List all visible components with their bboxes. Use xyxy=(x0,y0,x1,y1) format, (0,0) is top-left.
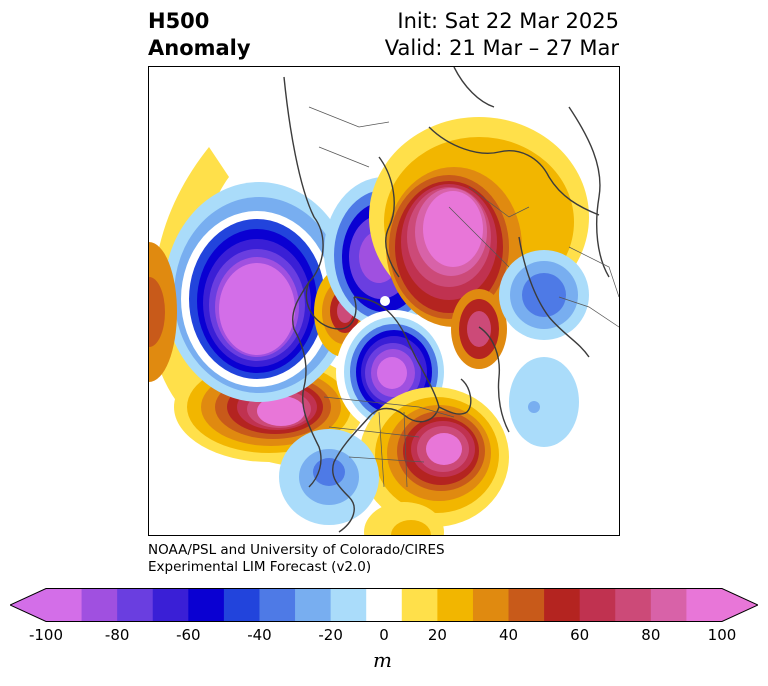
colorbar-swatch xyxy=(152,588,189,622)
colorbar-tick-label: -60 xyxy=(176,626,201,644)
colorbar-swatch xyxy=(366,588,403,622)
anomaly-contour xyxy=(467,311,491,347)
colorbar-extend-under xyxy=(10,588,46,622)
colorbar xyxy=(10,588,758,622)
colorbar-swatch xyxy=(188,588,225,622)
colorbar-swatch xyxy=(401,588,438,622)
valid-range: Valid: 21 Mar – 27 Mar xyxy=(384,36,619,60)
coastlines xyxy=(283,67,610,533)
colorbar-tick-label: 0 xyxy=(379,626,389,644)
anomaly-contour xyxy=(391,520,431,535)
anomaly-contour xyxy=(377,357,407,389)
colorbar-swatch xyxy=(686,588,723,622)
colorbar-tick-label: -40 xyxy=(247,626,272,644)
colorbar-swatch xyxy=(46,588,83,622)
political-borders xyxy=(308,106,619,488)
colorbar-swatch xyxy=(117,588,154,622)
colorbar-extend-over xyxy=(722,588,758,622)
colorbar-swatch xyxy=(259,588,296,622)
colorbar-tick-label: 40 xyxy=(498,626,519,644)
colorbar-tick-label: 80 xyxy=(641,626,661,644)
colorbar-swatch xyxy=(295,588,332,622)
colorbar-swatch xyxy=(437,588,474,622)
credit-text: NOAA/PSL and University of Colorado/CIRE… xyxy=(148,542,445,576)
anomaly-contour xyxy=(522,273,566,317)
colorbar-swatch xyxy=(650,588,687,622)
colorbar-swatch xyxy=(615,588,652,622)
anomaly-contour xyxy=(509,357,579,447)
anomaly-contour xyxy=(426,433,462,465)
anomaly-contour xyxy=(423,191,483,267)
colorbar-swatch xyxy=(579,588,616,622)
colorbar-outline xyxy=(10,588,758,622)
anomaly-contour xyxy=(528,401,540,413)
anomaly-map-svg xyxy=(149,67,619,535)
colorbar-tick-labels: -100 -80 -60 -40 -20 0 20 40 60 80 100 xyxy=(0,626,768,646)
colorbar-tick-label: 60 xyxy=(570,626,590,644)
colorbar-swatch xyxy=(330,588,367,622)
colorbar-tick-label: 100 xyxy=(707,626,737,644)
anomaly-map xyxy=(148,66,620,536)
north-pole-marker xyxy=(380,296,390,306)
credit-line-1: NOAA/PSL and University of Colorado/CIRE… xyxy=(148,542,445,558)
map-title: H500 Anomaly xyxy=(148,8,251,62)
init-date: Init: Sat 22 Mar 2025 xyxy=(397,9,619,33)
colorbar-tick-label: -100 xyxy=(28,626,64,644)
anomaly-contour xyxy=(313,458,345,486)
anomaly-contour xyxy=(149,277,165,347)
colorbar-swatch xyxy=(81,588,118,622)
title-line-2: Anomaly xyxy=(148,36,251,60)
colorbar-tick-label: 20 xyxy=(427,626,447,644)
colorbar-swatch xyxy=(472,588,510,622)
anomaly-contours xyxy=(149,67,619,535)
colorbar-swatch xyxy=(508,588,545,622)
colorbar-tick-label: -80 xyxy=(104,626,130,644)
title-line-1: H500 xyxy=(148,9,210,33)
colorbar-swatch xyxy=(223,588,260,622)
credit-line-2: Experimental LIM Forecast (v2.0) xyxy=(148,559,372,575)
colorbar-tick-label: -20 xyxy=(318,626,343,644)
colorbar-unit-label: m xyxy=(373,648,392,672)
anomaly-contour xyxy=(257,396,305,426)
colorbar-swatch xyxy=(544,588,581,622)
forecast-dates: Init: Sat 22 Mar 2025 Valid: 21 Mar – 27… xyxy=(385,8,619,62)
anomaly-contour xyxy=(219,263,295,355)
